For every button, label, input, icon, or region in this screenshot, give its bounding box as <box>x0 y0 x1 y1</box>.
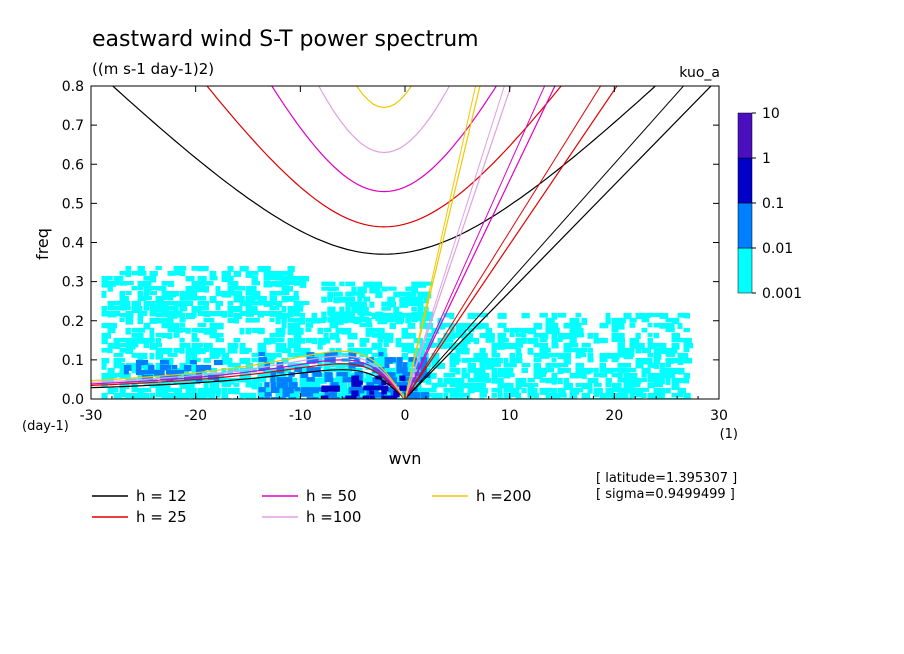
chart-title: eastward wind S-T power spectrum <box>92 27 479 52</box>
mrg-line <box>404 86 477 399</box>
y-units-label: (day-1) <box>22 419 69 434</box>
legend-entry: h =200 <box>432 487 531 505</box>
legend-entry: h = 25 <box>92 508 187 526</box>
legend-label: h = 50 <box>306 487 357 505</box>
axis-ticks: -30 -20 -10 0 10 20 30 0.0 0.1 0.2 0.3 0.4 0.5 0.6 0.7… <box>62 79 728 424</box>
x-tick-label: 0 <box>401 408 410 424</box>
rossby-curve <box>91 363 406 399</box>
colorbar-swatch <box>737 157 753 204</box>
power-region <box>258 352 431 399</box>
x-axis-label: wvn <box>389 449 422 468</box>
legend-entry: h = 50 <box>262 487 357 505</box>
colorbar-label: 0.001 <box>762 286 802 302</box>
colorbar-label: 0.1 <box>762 196 784 212</box>
rossby-curve <box>91 355 406 399</box>
chart-units: ((m s-1 day-1)2) <box>92 60 214 78</box>
colorbar-swatch <box>737 112 753 159</box>
power-region <box>321 281 434 324</box>
x-tick-label: -20 <box>184 408 207 424</box>
gravity-curve <box>206 86 562 228</box>
y-tick-label: 0.4 <box>62 236 84 252</box>
legend-label: h = 12 <box>136 487 187 505</box>
y-tick-label: 0.5 <box>62 196 84 212</box>
legend-label: h = 25 <box>136 508 187 526</box>
kelvin-line <box>404 86 556 399</box>
colorbar-swatch <box>737 247 753 294</box>
y-axis-label: freq <box>33 228 52 260</box>
mrg-line <box>404 86 505 399</box>
colorbar-label: 0.01 <box>762 241 793 257</box>
y-tick-label: 0.1 <box>62 353 84 369</box>
y-tick-label: 0.3 <box>62 275 84 291</box>
x-tick-label: -10 <box>289 408 312 424</box>
x-tick-label: 20 <box>605 408 623 424</box>
legend-label: h =100 <box>306 508 361 526</box>
power-contours <box>101 266 694 399</box>
x-units-label: (1) <box>720 427 738 442</box>
gravity-curve <box>318 86 451 154</box>
gravity-curve <box>356 86 412 109</box>
y-tick-label: 0.7 <box>62 118 84 134</box>
x-tick-label: 30 <box>710 408 728 424</box>
kelvin-line <box>404 86 512 399</box>
y-tick-label: 0.6 <box>62 157 84 173</box>
dispersion-curve <box>91 86 512 399</box>
legend-entry: h =100 <box>262 508 361 526</box>
legend-label: h =200 <box>476 487 531 505</box>
kelvin-line <box>404 86 481 399</box>
rossby-curve <box>91 369 406 399</box>
rossby-curve <box>91 359 406 399</box>
x-tick-label: -30 <box>80 408 103 424</box>
power-region <box>101 266 310 318</box>
dispersion-curve <box>91 86 556 399</box>
latitude-annotation: [ latitude=1.395307 ] <box>596 471 737 486</box>
sigma-annotation: [ sigma=0.9499499 ] <box>596 487 735 502</box>
dispersion-curve <box>91 86 618 399</box>
rossby-curve <box>91 350 406 399</box>
x-tick-label: 10 <box>501 408 519 424</box>
gravity-curve <box>111 86 657 255</box>
depth-legend: h = 12 h = 25 h = 50 h =100 h =200 <box>92 487 531 526</box>
y-tick-label: 0.2 <box>62 314 84 330</box>
colorbar: 0.001 0.01 0.1 1 10 <box>737 106 802 302</box>
kelvin-line <box>404 86 712 399</box>
model-label: kuo_a <box>679 65 720 81</box>
dispersion-curve <box>91 86 481 399</box>
y-tick-label: 0.8 <box>62 79 84 95</box>
kelvin-line <box>404 86 618 399</box>
colorbar-label: 10 <box>762 106 780 122</box>
dispersion-curves <box>91 86 712 399</box>
colorbar-label: 1 <box>762 151 771 167</box>
legend-entry: h = 12 <box>92 487 187 505</box>
colorbar-swatch <box>737 202 753 249</box>
dispersion-curve <box>91 86 712 399</box>
mrg-line <box>404 86 602 399</box>
mrg-line <box>404 86 546 399</box>
y-tick-label: 0.0 <box>62 392 84 408</box>
gravity-curve <box>271 86 498 193</box>
mrg-line <box>404 86 685 399</box>
